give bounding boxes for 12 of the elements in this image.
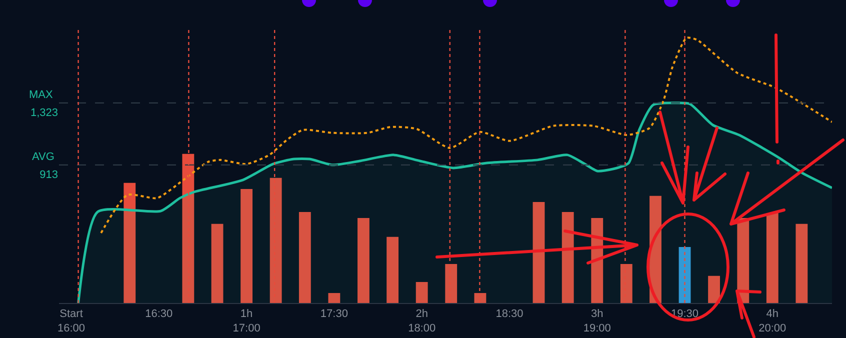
x-tick-label: 18:30 [496,308,524,320]
y-tick-label: 1,323 [30,106,58,119]
x-tick-label: 17:30 [320,308,348,320]
x-tick-label: Start 16:00 [58,308,86,334]
x-tick-label: 16:30 [145,308,173,320]
x-tick-label: 1h 17:00 [232,308,260,334]
x-tick-label: 3h 19:00 [583,308,611,334]
y-tick-label: 913 [40,168,58,181]
x-tick-label: 2h 18:00 [408,308,436,334]
ref-line-label: AVG [32,151,54,163]
ref-line-label: MAX [29,89,54,101]
x-tick-label: 4h 20:00 [758,308,786,334]
